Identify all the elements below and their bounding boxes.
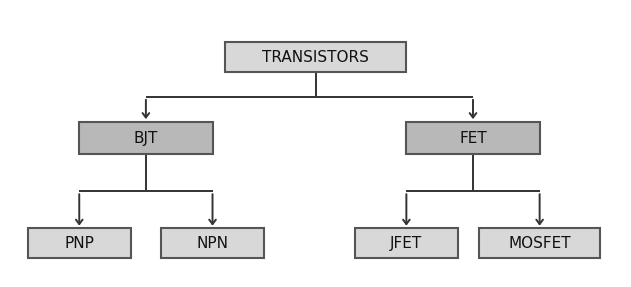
Text: TRANSISTORS: TRANSISTORS	[262, 50, 369, 65]
Text: NPN: NPN	[196, 236, 228, 251]
Text: MOSFET: MOSFET	[509, 236, 571, 251]
Text: PNP: PNP	[64, 236, 94, 251]
FancyBboxPatch shape	[80, 122, 213, 154]
Text: FET: FET	[459, 131, 487, 146]
Text: BJT: BJT	[134, 131, 158, 146]
FancyBboxPatch shape	[161, 228, 264, 258]
Text: JFET: JFET	[390, 236, 423, 251]
FancyBboxPatch shape	[28, 228, 131, 258]
FancyBboxPatch shape	[406, 122, 540, 154]
FancyBboxPatch shape	[355, 228, 458, 258]
FancyBboxPatch shape	[479, 228, 600, 258]
FancyBboxPatch shape	[225, 42, 406, 72]
